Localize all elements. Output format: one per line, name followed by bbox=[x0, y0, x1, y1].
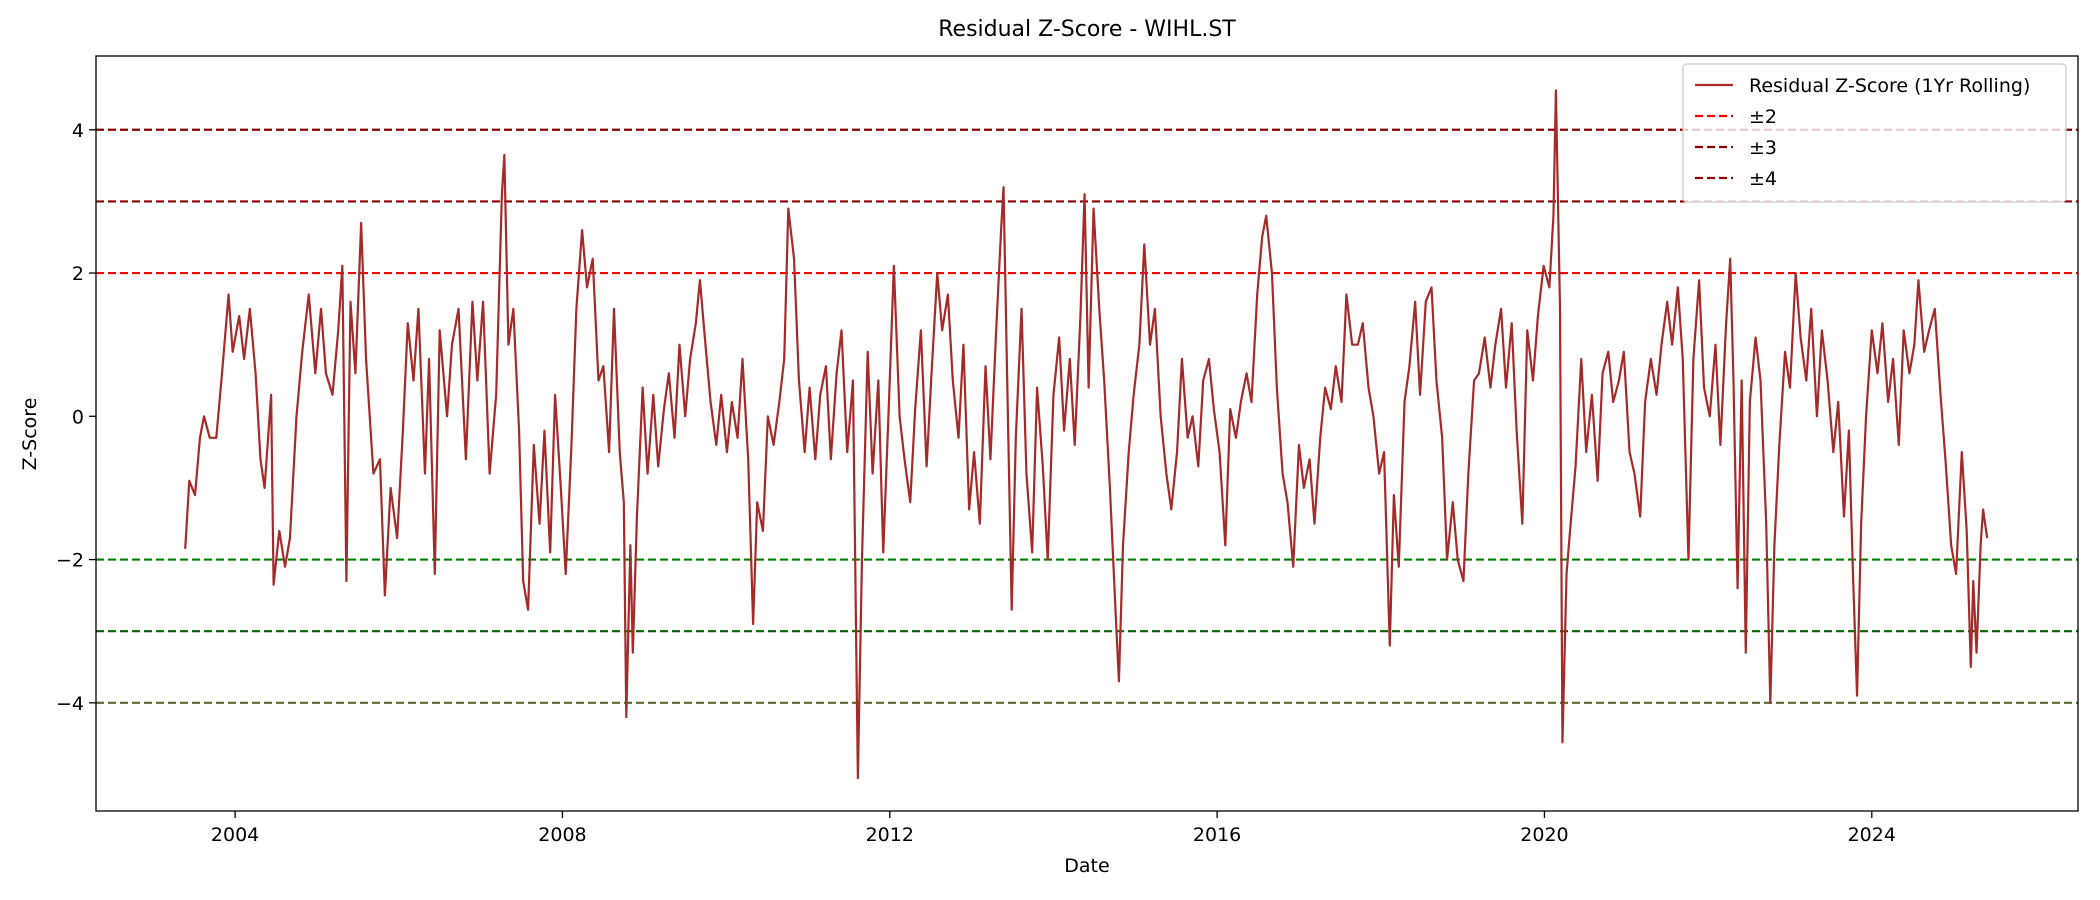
y-tick-label: −4 bbox=[56, 693, 84, 715]
x-tick-label: 2008 bbox=[538, 824, 586, 846]
y-tick-label: 4 bbox=[72, 120, 84, 142]
x-tick-label: 2016 bbox=[1193, 824, 1241, 846]
y-tick-label: 2 bbox=[72, 263, 84, 285]
plot-frame bbox=[95, 55, 2079, 812]
legend-label: ±3 bbox=[1749, 137, 1777, 159]
chart-title: Residual Z-Score - WIHL.ST bbox=[938, 17, 1236, 42]
legend-label: ±4 bbox=[1749, 168, 1777, 190]
legend-frame bbox=[1682, 63, 2067, 203]
legend-label: ±2 bbox=[1749, 106, 1777, 128]
y-tick-label: −2 bbox=[56, 550, 84, 572]
x-tick-label: 2004 bbox=[211, 824, 259, 846]
x-tick-label: 2020 bbox=[1520, 824, 1568, 846]
x-tick-label: 2012 bbox=[866, 824, 914, 846]
x-axis-label: Date bbox=[1064, 855, 1109, 877]
y-tick-label: 0 bbox=[72, 406, 84, 428]
legend-label: Residual Z-Score (1Yr Rolling) bbox=[1749, 75, 2030, 97]
y-axis-label: Z-Score bbox=[19, 398, 41, 471]
x-tick-label: 2024 bbox=[1848, 824, 1896, 846]
data-line bbox=[184, 89, 1989, 780]
legend: Residual Z-Score (1Yr Rolling) ±2 ±3 ±4 bbox=[1682, 63, 2067, 203]
